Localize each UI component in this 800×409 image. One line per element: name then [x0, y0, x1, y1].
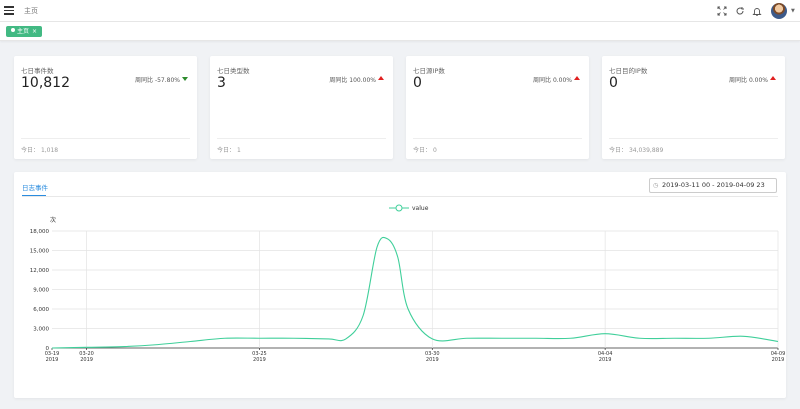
x-tick-year-label: 2019 [80, 357, 93, 363]
x-tick-label: 03-20 [79, 351, 94, 357]
close-icon[interactable]: × [32, 28, 38, 35]
card-trend: 周同比 100.00% [329, 77, 376, 84]
card-title: 七日源IP数 [413, 67, 445, 75]
tab-log-events[interactable]: 日志事件 [22, 184, 48, 192]
x-tick-label: 03-19 [45, 351, 60, 357]
legend-label: value [412, 205, 429, 212]
stat-card-types: 七日类型数 3 周同比 100.00% 今日： 1 [210, 56, 393, 159]
breadcrumb[interactable]: 主页 [24, 7, 38, 15]
clock-icon: ◷ [653, 182, 659, 189]
date-range-picker[interactable]: ◷ 2019-03-11 00 - 2019-04-09 23 [649, 178, 777, 193]
divider [609, 138, 778, 139]
trend-up-icon [770, 76, 776, 80]
y-tick-label: 6,000 [33, 307, 49, 313]
y-tick-label: 15,000 [30, 249, 50, 255]
refresh-icon[interactable] [735, 6, 745, 16]
active-dot-icon [11, 28, 15, 32]
x-tick-label: 04-09 [771, 351, 786, 357]
x-tick-label: 03-30 [425, 351, 440, 357]
card-value: 0 [413, 75, 422, 91]
x-tick-label: 04-04 [598, 351, 613, 357]
y-tick-label: 3,000 [33, 327, 49, 333]
menu-icon[interactable] [4, 6, 14, 15]
x-tick-year-label: 2019 [253, 357, 266, 363]
fullscreen-icon[interactable] [717, 6, 727, 16]
trend-down-icon [182, 77, 188, 81]
card-value: 3 [217, 75, 226, 91]
top-navbar: 主页 ▼ [0, 0, 800, 22]
avatar[interactable] [771, 3, 787, 19]
bell-icon[interactable] [752, 6, 762, 16]
x-tick-year-label: 2019 [599, 357, 612, 363]
x-tick-year-label: 2019 [772, 357, 785, 363]
x-tick-year-label: 2019 [46, 357, 59, 363]
stat-card-dest-ip: 七日目的IP数 0 周同比 0.00% 今日： 34,039,889 [602, 56, 785, 159]
trend-up-icon [574, 76, 580, 80]
caret-down-icon[interactable]: ▼ [791, 8, 795, 14]
trend-up-icon [378, 76, 384, 80]
divider [217, 138, 386, 139]
card-today: 今日： 34,039,889 [609, 147, 664, 154]
card-value: 10,812 [21, 75, 70, 91]
divider [22, 196, 778, 197]
y-tick-label: 9,000 [33, 288, 49, 294]
card-today: 今日： 1 [217, 147, 241, 154]
tag-home[interactable]: 主页 × [6, 26, 43, 37]
card-trend: 周同比 -57.80% [135, 77, 180, 84]
card-trend: 周同比 0.00% [729, 77, 768, 84]
tags-bar: 主页 × [0, 22, 800, 41]
card-today: 今日： 0 [413, 147, 437, 154]
x-tick-year-label: 2019 [426, 357, 439, 363]
log-events-panel: 日志事件 ◷ 2019-03-11 00 - 2019-04-09 23 0 3,0… [14, 172, 786, 398]
card-title: 七日目的IP数 [609, 67, 648, 75]
tag-label: 主页 [17, 28, 30, 35]
card-title: 七日事件数 [21, 67, 54, 75]
divider [21, 138, 190, 139]
legend-swatch-marker [395, 204, 403, 212]
y-tick-label: 12,000 [30, 268, 50, 274]
y-axis-label: 次 [50, 216, 56, 224]
stat-card-source-ip: 七日源IP数 0 周同比 0.00% 今日： 0 [406, 56, 589, 159]
y-tick-label: 18,000 [30, 229, 50, 235]
card-title: 七日类型数 [217, 67, 250, 75]
date-range-value: 2019-03-11 00 - 2019-04-09 23 [662, 181, 765, 189]
stat-card-events: 七日事件数 10,812 周同比 -57.80% 今日： 1,018 [14, 56, 197, 159]
y-tick-label: 0 [46, 346, 50, 352]
card-value: 0 [609, 75, 618, 91]
card-trend: 周同比 0.00% [533, 77, 572, 84]
card-today: 今日： 1,018 [21, 147, 59, 154]
x-tick-label: 03-25 [252, 351, 267, 357]
divider [413, 138, 582, 139]
tab-active-indicator [22, 195, 46, 196]
series-line-value [51, 236, 779, 349]
